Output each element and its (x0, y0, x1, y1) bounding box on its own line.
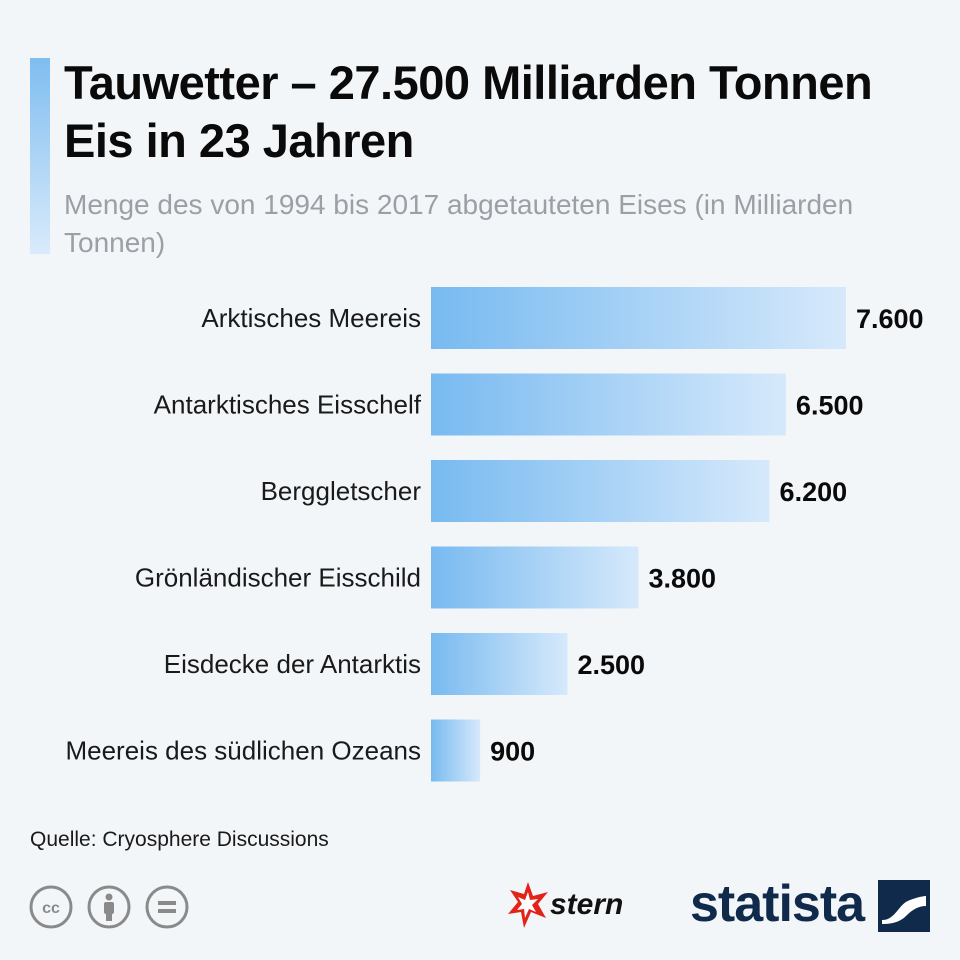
source-note: Quelle: Cryosphere Discussions (30, 828, 329, 851)
statista-mark-icon (878, 880, 930, 932)
category-label: Eisdecke der Antarktis (164, 649, 421, 679)
bar (431, 546, 639, 609)
no-derivatives-icon[interactable] (144, 884, 190, 930)
category-label: Arktisches Meereis (201, 303, 421, 333)
value-label: 6.500 (796, 391, 864, 421)
value-label: 2.500 (578, 650, 646, 680)
stern-wordmark: stern (550, 888, 623, 921)
cc-icon[interactable]: cc (28, 884, 74, 930)
bar (431, 633, 568, 695)
category-label: Meereis des südlichen Ozeans (65, 736, 421, 766)
value-label: 6.200 (780, 477, 848, 507)
category-label: Antarktisches Eisschelf (154, 390, 422, 420)
value-label: 900 (490, 737, 535, 767)
category-label: Berggletscher (261, 476, 422, 506)
chart-title: Tauwetter – 27.500 Milliarden Tonnen Eis… (64, 56, 873, 167)
chart-subtitle: Menge des von 1994 bis 2017 abgetauteten… (64, 189, 854, 258)
bar-chart: Arktisches Meereis 7.600 Antarktisches Eis… (65, 287, 924, 782)
license-icons: cc (28, 884, 190, 930)
bar (431, 719, 481, 782)
bar (431, 373, 786, 436)
value-label: 7.600 (856, 304, 924, 334)
bar (431, 460, 770, 522)
statista-logo: statista (690, 875, 865, 933)
value-label: 3.800 (649, 564, 717, 594)
bar (431, 287, 846, 349)
svg-text:cc: cc (42, 900, 60, 917)
attribution-icon[interactable] (86, 884, 132, 930)
category-label: Grönländischer Eisschild (135, 563, 421, 593)
title-accent-bar (30, 58, 50, 254)
stern-logo: stern (508, 882, 623, 928)
